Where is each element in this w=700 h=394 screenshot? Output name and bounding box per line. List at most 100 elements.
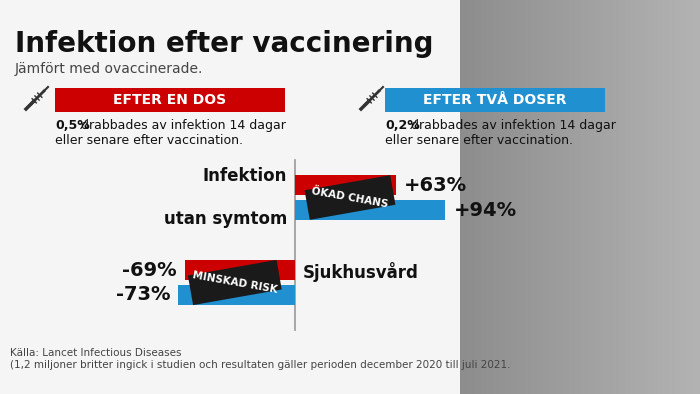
Bar xyxy=(593,0,594,394)
Bar xyxy=(628,0,629,394)
Bar xyxy=(482,0,483,394)
Bar xyxy=(519,0,520,394)
Bar xyxy=(475,0,476,394)
Bar xyxy=(660,0,661,394)
Bar xyxy=(625,0,626,394)
Bar xyxy=(493,0,494,394)
Bar xyxy=(691,0,692,394)
Text: ÖKAD CHANS: ÖKAD CHANS xyxy=(311,186,389,209)
Bar xyxy=(530,0,531,394)
Text: Källa: Lancet Infectious Diseases: Källa: Lancet Infectious Diseases xyxy=(10,348,181,358)
Bar xyxy=(581,0,582,394)
Text: Infektion: Infektion xyxy=(202,167,287,185)
Bar xyxy=(461,0,462,394)
Bar xyxy=(541,0,542,394)
Bar xyxy=(579,0,580,394)
Bar xyxy=(652,0,653,394)
Bar xyxy=(615,0,616,394)
Bar xyxy=(500,0,501,394)
Bar xyxy=(502,0,503,394)
Bar xyxy=(633,0,634,394)
Bar xyxy=(494,0,495,394)
Bar xyxy=(649,0,650,394)
Bar xyxy=(472,0,473,394)
Bar xyxy=(669,0,670,394)
Bar xyxy=(696,0,697,394)
Text: -69%: -69% xyxy=(122,260,176,279)
Bar xyxy=(638,0,639,394)
Bar xyxy=(558,0,559,394)
Bar xyxy=(684,0,685,394)
Bar xyxy=(642,0,643,394)
Bar xyxy=(527,0,528,394)
Bar xyxy=(583,0,584,394)
Bar xyxy=(620,0,621,394)
Bar xyxy=(585,0,586,394)
Bar xyxy=(591,0,592,394)
Bar xyxy=(645,0,646,394)
Text: MINSKAD RISK: MINSKAD RISK xyxy=(192,270,278,295)
Bar xyxy=(623,0,624,394)
Bar xyxy=(699,0,700,394)
Bar xyxy=(573,0,574,394)
Bar xyxy=(607,0,608,394)
Bar xyxy=(636,0,637,394)
Bar xyxy=(515,0,516,394)
Bar xyxy=(648,0,649,394)
Bar xyxy=(531,0,532,394)
Bar xyxy=(490,0,491,394)
Bar xyxy=(479,0,480,394)
Bar xyxy=(566,0,567,394)
Text: 0,2%: 0,2% xyxy=(385,119,420,132)
Text: Infektion efter vaccinering: Infektion efter vaccinering xyxy=(15,30,433,58)
Text: eller senare efter vaccination.: eller senare efter vaccination. xyxy=(55,134,243,147)
Bar xyxy=(641,0,642,394)
Bar xyxy=(654,0,655,394)
Bar xyxy=(647,0,648,394)
Bar xyxy=(460,0,461,394)
Bar xyxy=(492,0,493,394)
Bar xyxy=(637,0,638,394)
Bar xyxy=(592,0,593,394)
Bar xyxy=(694,0,695,394)
Bar xyxy=(466,0,467,394)
Bar xyxy=(597,0,598,394)
Bar xyxy=(695,0,696,394)
Bar xyxy=(510,0,511,394)
Bar xyxy=(630,0,631,394)
Bar xyxy=(608,0,609,394)
Bar xyxy=(471,0,472,394)
Bar xyxy=(513,0,514,394)
Bar xyxy=(549,0,550,394)
Bar xyxy=(574,0,575,394)
Bar xyxy=(555,0,556,394)
Bar xyxy=(470,0,471,394)
Bar xyxy=(693,0,694,394)
Bar xyxy=(464,0,465,394)
Bar xyxy=(481,0,482,394)
Bar xyxy=(542,0,543,394)
Bar xyxy=(501,0,502,394)
Bar xyxy=(473,0,474,394)
Bar xyxy=(476,0,477,394)
Bar xyxy=(621,0,622,394)
Bar xyxy=(634,0,635,394)
Bar xyxy=(522,0,523,394)
Bar xyxy=(511,0,512,394)
Bar xyxy=(465,0,466,394)
Bar xyxy=(617,0,618,394)
Bar xyxy=(664,0,665,394)
Bar xyxy=(679,0,680,394)
Bar xyxy=(295,175,395,195)
Bar xyxy=(524,0,525,394)
Bar xyxy=(547,0,548,394)
Bar xyxy=(602,0,603,394)
Bar xyxy=(670,0,671,394)
Bar xyxy=(653,0,654,394)
Bar xyxy=(528,0,529,394)
Bar xyxy=(562,0,563,394)
Bar xyxy=(497,0,498,394)
Text: eller senare efter vaccination.: eller senare efter vaccination. xyxy=(385,134,573,147)
Bar xyxy=(657,0,658,394)
Bar xyxy=(507,0,508,394)
